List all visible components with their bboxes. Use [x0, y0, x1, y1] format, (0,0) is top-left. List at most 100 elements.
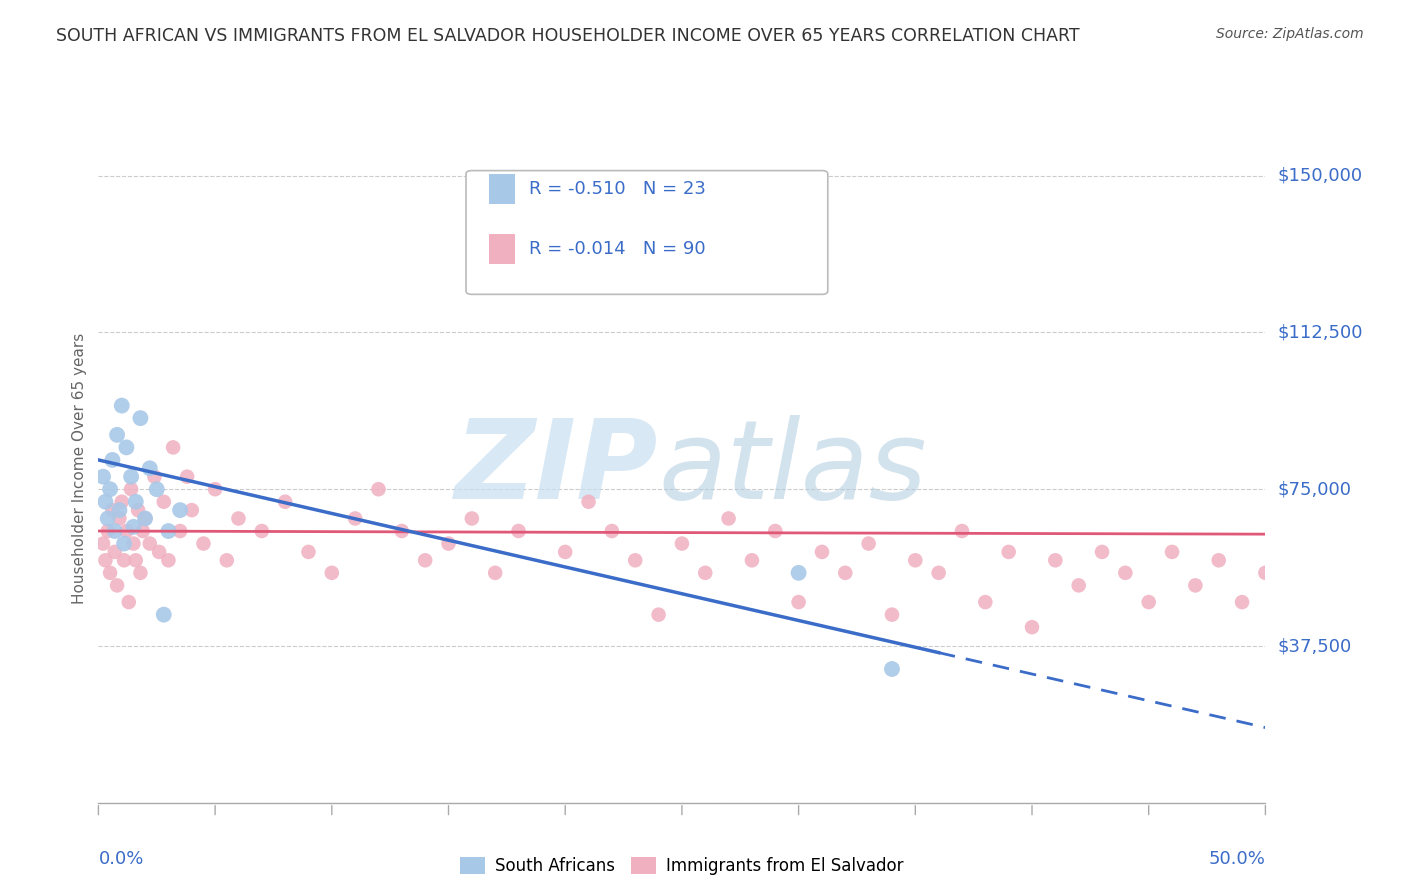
- Point: [105, 428, 128, 442]
- Point: [297, 545, 319, 559]
- Point: [215, 553, 238, 567]
- Point: [1254, 566, 1277, 580]
- Point: [120, 469, 142, 483]
- Point: [554, 545, 576, 559]
- Text: Source: ZipAtlas.com: Source: ZipAtlas.com: [1216, 27, 1364, 41]
- Point: [508, 524, 530, 538]
- Point: [129, 566, 152, 580]
- Point: [928, 566, 950, 580]
- Point: [125, 553, 148, 567]
- Point: [157, 524, 180, 538]
- Point: [98, 482, 121, 496]
- Point: [484, 566, 506, 580]
- Point: [367, 482, 389, 496]
- Point: [974, 595, 997, 609]
- Point: [122, 536, 145, 550]
- Point: [152, 607, 174, 622]
- Point: [880, 607, 903, 622]
- Point: [176, 469, 198, 483]
- Point: [741, 553, 763, 567]
- Point: [250, 524, 273, 538]
- Point: [391, 524, 413, 538]
- Point: [94, 553, 117, 567]
- Text: 50.0%: 50.0%: [1209, 849, 1265, 868]
- Point: [344, 511, 367, 525]
- Point: [1067, 578, 1090, 592]
- Point: [1114, 566, 1136, 580]
- Point: [146, 482, 169, 496]
- Point: [950, 524, 973, 538]
- Legend: South Africans, Immigrants from El Salvador: South Africans, Immigrants from El Salva…: [453, 850, 911, 881]
- Point: [139, 461, 162, 475]
- Point: [321, 566, 343, 580]
- Point: [104, 545, 127, 559]
- Point: [169, 503, 191, 517]
- Point: [1137, 595, 1160, 609]
- Point: [111, 399, 134, 413]
- Point: [132, 524, 155, 538]
- Point: [647, 607, 669, 622]
- Point: [125, 494, 148, 508]
- Point: [695, 566, 717, 580]
- FancyBboxPatch shape: [465, 170, 828, 294]
- Point: [228, 511, 250, 525]
- Point: [134, 511, 156, 525]
- Point: [152, 494, 174, 508]
- Point: [904, 553, 927, 567]
- Text: $112,500: $112,500: [1277, 324, 1362, 342]
- Text: R = -0.510   N = 23: R = -0.510 N = 23: [529, 180, 706, 198]
- Point: [180, 503, 202, 517]
- Point: [91, 536, 114, 550]
- Point: [1184, 578, 1206, 592]
- Text: $37,500: $37,500: [1277, 637, 1351, 655]
- Point: [1045, 553, 1067, 567]
- Text: SOUTH AFRICAN VS IMMIGRANTS FROM EL SALVADOR HOUSEHOLDER INCOME OVER 65 YEARS CO: SOUTH AFRICAN VS IMMIGRANTS FROM EL SALV…: [56, 27, 1080, 45]
- Point: [108, 503, 131, 517]
- Point: [1021, 620, 1043, 634]
- Point: [997, 545, 1019, 559]
- Point: [600, 524, 623, 538]
- FancyBboxPatch shape: [489, 174, 515, 204]
- Point: [120, 482, 142, 496]
- Point: [97, 511, 120, 525]
- Point: [143, 469, 166, 483]
- Point: [139, 536, 162, 550]
- Point: [204, 482, 226, 496]
- Point: [1208, 553, 1230, 567]
- Point: [111, 494, 134, 508]
- Point: [115, 524, 138, 538]
- Point: [1091, 545, 1114, 559]
- Point: [105, 578, 128, 592]
- Point: [461, 511, 484, 525]
- Point: [1161, 545, 1184, 559]
- Point: [834, 566, 856, 580]
- Point: [274, 494, 297, 508]
- Point: [104, 524, 127, 538]
- Point: [671, 536, 693, 550]
- Point: [112, 553, 135, 567]
- Text: 0.0%: 0.0%: [98, 849, 143, 868]
- Point: [118, 595, 141, 609]
- Point: [437, 536, 460, 550]
- Point: [148, 545, 170, 559]
- Point: [157, 553, 180, 567]
- Point: [1230, 595, 1253, 609]
- Point: [787, 566, 810, 580]
- Text: atlas: atlas: [658, 415, 927, 522]
- Point: [94, 494, 117, 508]
- Point: [112, 536, 135, 550]
- Point: [108, 511, 131, 525]
- Point: [127, 503, 149, 517]
- Point: [97, 524, 120, 538]
- Point: [169, 524, 191, 538]
- Point: [91, 469, 114, 483]
- Point: [98, 566, 121, 580]
- Point: [811, 545, 834, 559]
- Point: [129, 411, 152, 425]
- Point: [880, 662, 903, 676]
- Point: [101, 503, 124, 517]
- Point: [763, 524, 786, 538]
- Text: ZIP: ZIP: [456, 415, 658, 522]
- Point: [115, 441, 138, 455]
- Text: $75,000: $75,000: [1277, 480, 1351, 499]
